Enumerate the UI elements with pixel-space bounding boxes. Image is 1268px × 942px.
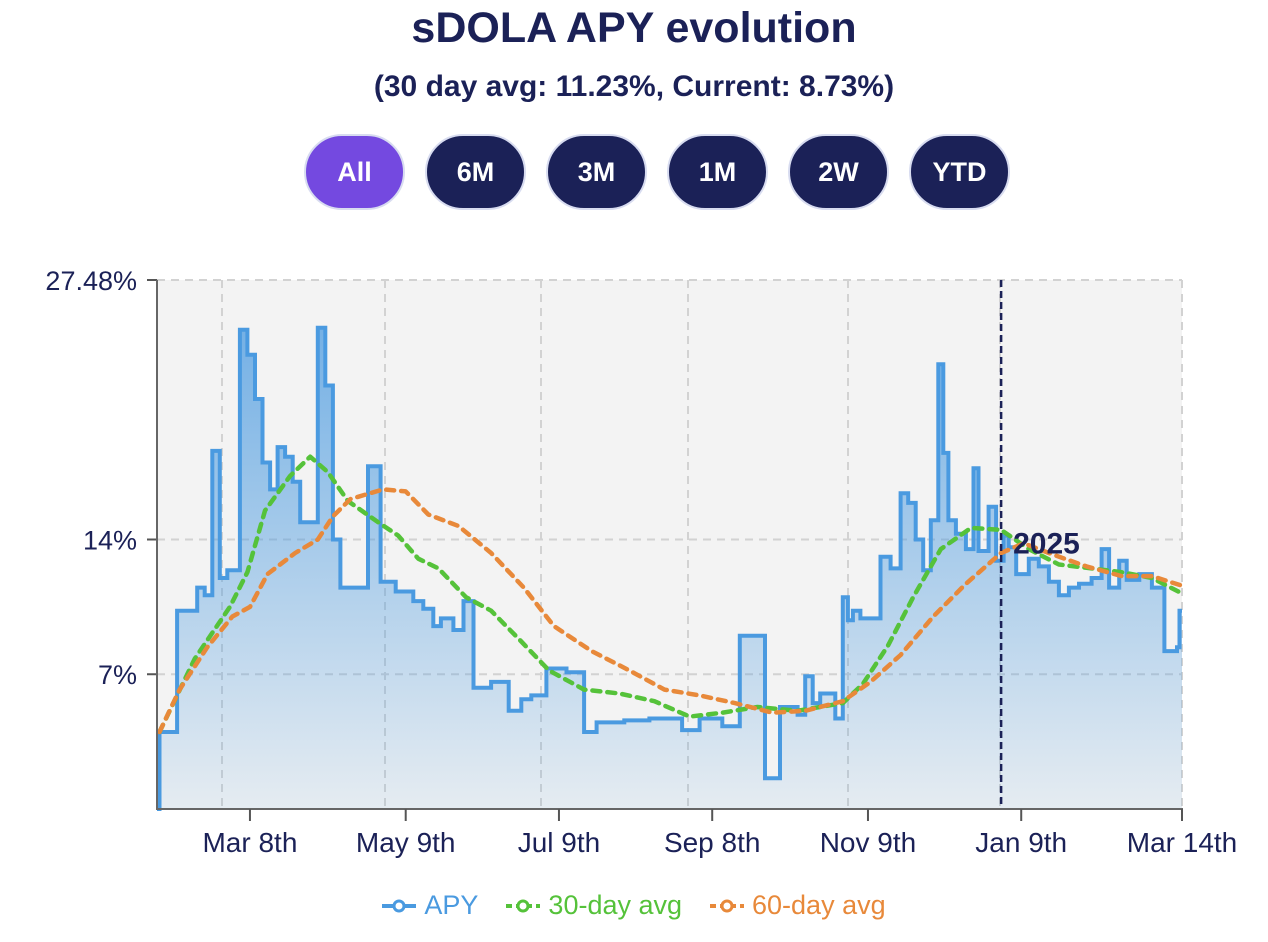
avg30-line [157, 454, 1185, 735]
chart-title: sDOLA APY evolution [411, 4, 857, 52]
x-tick-label: Nov 9th [820, 827, 917, 858]
range-button-all[interactable]: All [304, 134, 405, 210]
y-tick-label: 14% [83, 525, 137, 555]
x-tick-label: Jul 9th [518, 827, 601, 858]
range-selector: All 6M 3M 1M 2W YTD [304, 134, 1010, 210]
range-button-1m[interactable]: 1M [667, 134, 768, 210]
legend-label-apy: APY [424, 890, 479, 920]
x-tick-label: Sep 8th [664, 827, 761, 858]
range-button-6m[interactable]: 6M [425, 134, 526, 210]
legend-label-60-day-avg: 60-day avg [752, 890, 886, 920]
legend-item-60-day-avg[interactable]: 60-day avg [710, 890, 886, 921]
legend-item-30-day-avg[interactable]: 30-day avg [506, 890, 682, 921]
legend-avg30-marker-icon [506, 899, 541, 912]
avg60-line [157, 487, 1185, 735]
year-marker-label: 2025 [1013, 527, 1080, 560]
apy-area [157, 327, 1182, 809]
chart-legend: APY 30-day avg 60-day avg [0, 890, 1268, 921]
apy-line [157, 325, 1182, 811]
y-tick-label: 27.48% [45, 266, 137, 296]
legend-item-apy[interactable]: APY [382, 890, 478, 921]
range-button-ytd[interactable]: YTD [909, 134, 1010, 210]
range-button-2w[interactable]: 2W [788, 134, 889, 210]
legend-label-30-day-avg: 30-day avg [548, 890, 683, 920]
range-button-3m[interactable]: 3M [546, 134, 647, 210]
legend-avg60-marker-icon [710, 899, 745, 912]
chart-subtitle: (30 day avg: 11.23%, Current: 8.73%) [373, 70, 895, 103]
legend-apy-marker-icon [382, 899, 417, 912]
x-tick-label: Mar 14th [1127, 827, 1238, 858]
x-tick-label: May 9th [356, 827, 456, 858]
x-tick-label: Jan 9th [975, 827, 1067, 858]
y-tick-label: 7% [98, 660, 137, 690]
x-tick-label: Mar 8th [202, 827, 297, 858]
